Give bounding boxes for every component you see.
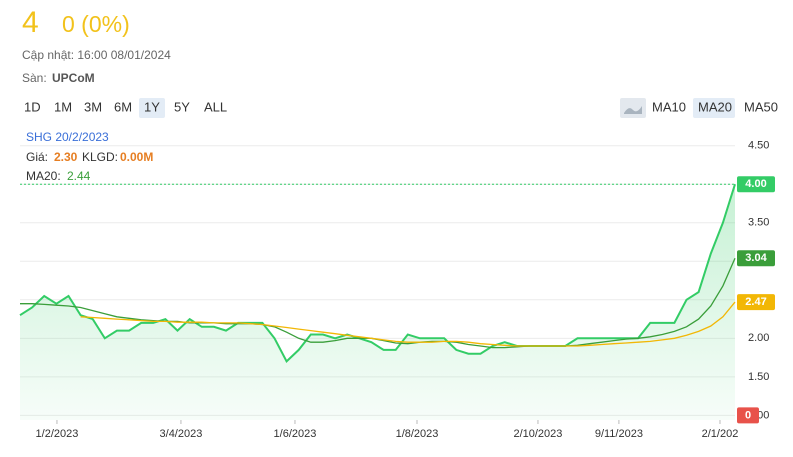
ma-line [80, 301, 736, 347]
range-button-bg [139, 98, 165, 118]
last-value-label: 4.00 [745, 178, 766, 190]
y-tick-label: 3.50 [748, 217, 769, 229]
x-tick-label: 1/6/2023 [274, 428, 317, 440]
volume-label: 0 [745, 409, 751, 421]
y-tick-label: 4.50 [748, 140, 769, 152]
y-tick-label: 1.50 [748, 371, 769, 383]
indicator-button[interactable]: MA20 [698, 99, 732, 114]
x-tick-label: 1/2/2023 [36, 428, 79, 440]
tooltip-volume: 0.00M [120, 150, 153, 164]
range-button[interactable]: 5Y [174, 99, 190, 114]
last-value-box [737, 176, 775, 193]
range-button[interactable]: 6M [114, 99, 132, 114]
x-tick-label: 9/11/2023 [595, 428, 643, 440]
exchange-label: Sàn: [22, 71, 47, 85]
tooltip-volume-label: KLGD: [82, 150, 118, 164]
tooltip-ma-label: MA20: [26, 169, 61, 183]
last-value-box [737, 250, 775, 267]
x-tick-label: 2/1/202 [702, 428, 739, 440]
tooltip-price: 2.30 [54, 150, 78, 164]
price-area [20, 184, 735, 420]
range-button[interactable]: 1Y [144, 99, 160, 114]
updated: Cập nhật: 16:00 08/01/2024 [22, 48, 171, 62]
chart-type-button[interactable] [620, 98, 646, 118]
exchange: UPCoM [52, 71, 95, 85]
range-button[interactable]: 3M [84, 99, 102, 114]
last-value-box [737, 294, 775, 311]
volume-box [737, 407, 759, 424]
price-line [19, 183, 736, 364]
change: 0 (0%) [62, 11, 130, 37]
indicator-button[interactable]: MA50 [744, 99, 778, 114]
range-button[interactable]: 1M [54, 99, 72, 114]
tooltip-ma: 2.44 [67, 169, 91, 183]
price: 4 [22, 6, 39, 39]
indicator-button[interactable]: MA10 [652, 99, 686, 114]
tooltip-price-label: Giá: [26, 150, 48, 164]
last-value-label: 2.47 [745, 296, 766, 308]
tooltip-title: SHG 20/2/2023 [26, 130, 109, 144]
last-value-label: 3.04 [745, 252, 767, 264]
x-tick-label: 2/10/2023 [513, 428, 562, 440]
range-button[interactable]: 1D [24, 99, 41, 114]
indicator-button-bg [693, 98, 735, 118]
x-tick-label: 1/8/2023 [396, 428, 439, 440]
x-tick-label: 3/4/2023 [160, 428, 203, 440]
range-button[interactable]: ALL [204, 99, 227, 114]
y-tick-label: 2.00 [748, 332, 769, 344]
chart-type-icon [624, 106, 642, 114]
